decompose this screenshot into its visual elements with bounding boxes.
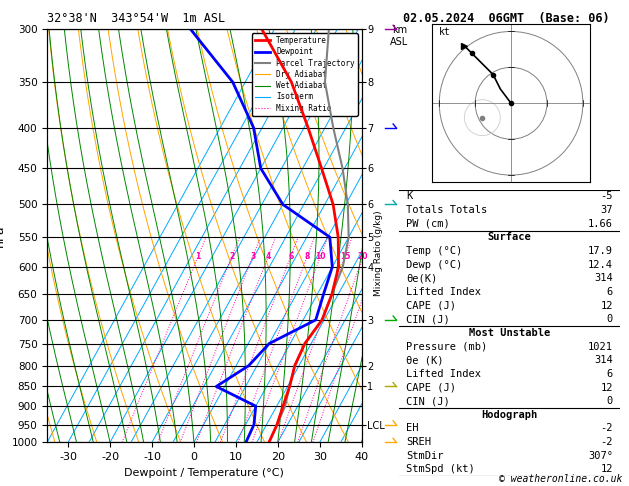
Text: 6: 6 bbox=[607, 369, 613, 379]
Text: 314: 314 bbox=[594, 273, 613, 283]
Text: 1: 1 bbox=[196, 252, 201, 261]
Text: 15: 15 bbox=[340, 252, 350, 261]
Text: Dewp (°C): Dewp (°C) bbox=[406, 260, 462, 270]
Legend: Temperature, Dewpoint, Parcel Trajectory, Dry Adiabat, Wet Adiabat, Isotherm, Mi: Temperature, Dewpoint, Parcel Trajectory… bbox=[252, 33, 358, 116]
Text: EH: EH bbox=[406, 423, 418, 434]
Text: 307°: 307° bbox=[588, 451, 613, 461]
Text: θe (K): θe (K) bbox=[406, 355, 443, 365]
Text: 10: 10 bbox=[315, 252, 326, 261]
Text: -5: -5 bbox=[601, 191, 613, 201]
Text: CAPE (J): CAPE (J) bbox=[406, 301, 456, 311]
Text: -2: -2 bbox=[601, 423, 613, 434]
Text: Pressure (mb): Pressure (mb) bbox=[406, 342, 487, 351]
Text: CAPE (J): CAPE (J) bbox=[406, 382, 456, 393]
Text: θe(K): θe(K) bbox=[406, 273, 437, 283]
Text: kt: kt bbox=[439, 27, 451, 37]
Text: PW (cm): PW (cm) bbox=[406, 219, 450, 229]
Text: 2: 2 bbox=[229, 252, 235, 261]
Text: 314: 314 bbox=[594, 355, 613, 365]
Text: 12: 12 bbox=[601, 465, 613, 474]
Text: StmSpd (kt): StmSpd (kt) bbox=[406, 465, 475, 474]
Text: Hodograph: Hodograph bbox=[481, 410, 538, 420]
Text: 20: 20 bbox=[358, 252, 369, 261]
Text: 32°38'N  343°54'W  1m ASL: 32°38'N 343°54'W 1m ASL bbox=[47, 12, 225, 25]
Text: 3: 3 bbox=[250, 252, 255, 261]
Text: 17.9: 17.9 bbox=[588, 246, 613, 256]
Text: 37: 37 bbox=[601, 205, 613, 215]
Text: Lifted Index: Lifted Index bbox=[406, 287, 481, 297]
Text: K: K bbox=[406, 191, 412, 201]
Text: 6: 6 bbox=[288, 252, 293, 261]
Text: 0: 0 bbox=[607, 396, 613, 406]
Text: CIN (J): CIN (J) bbox=[406, 396, 450, 406]
Text: 02.05.2024  06GMT  (Base: 06): 02.05.2024 06GMT (Base: 06) bbox=[403, 12, 609, 25]
Text: 1.66: 1.66 bbox=[588, 219, 613, 229]
Text: Most Unstable: Most Unstable bbox=[469, 328, 550, 338]
Text: © weatheronline.co.uk: © weatheronline.co.uk bbox=[499, 473, 623, 484]
Text: Lifted Index: Lifted Index bbox=[406, 369, 481, 379]
Text: SREH: SREH bbox=[406, 437, 431, 447]
Text: 12.4: 12.4 bbox=[588, 260, 613, 270]
Text: CIN (J): CIN (J) bbox=[406, 314, 450, 324]
Text: 8: 8 bbox=[304, 252, 310, 261]
Text: StmDir: StmDir bbox=[406, 451, 443, 461]
Y-axis label: km
ASL: km ASL bbox=[390, 25, 409, 47]
Text: Mixing Ratio (g/kg): Mixing Ratio (g/kg) bbox=[374, 210, 383, 295]
Text: -2: -2 bbox=[601, 437, 613, 447]
Text: Totals Totals: Totals Totals bbox=[406, 205, 487, 215]
Text: 6: 6 bbox=[607, 287, 613, 297]
Y-axis label: hPa: hPa bbox=[0, 225, 6, 247]
X-axis label: Dewpoint / Temperature (°C): Dewpoint / Temperature (°C) bbox=[125, 468, 284, 478]
Text: 0: 0 bbox=[607, 314, 613, 324]
Text: Temp (°C): Temp (°C) bbox=[406, 246, 462, 256]
Text: 12: 12 bbox=[601, 301, 613, 311]
Text: 4: 4 bbox=[265, 252, 271, 261]
Text: 1021: 1021 bbox=[588, 342, 613, 351]
Text: 12: 12 bbox=[601, 382, 613, 393]
Text: Surface: Surface bbox=[487, 232, 532, 243]
